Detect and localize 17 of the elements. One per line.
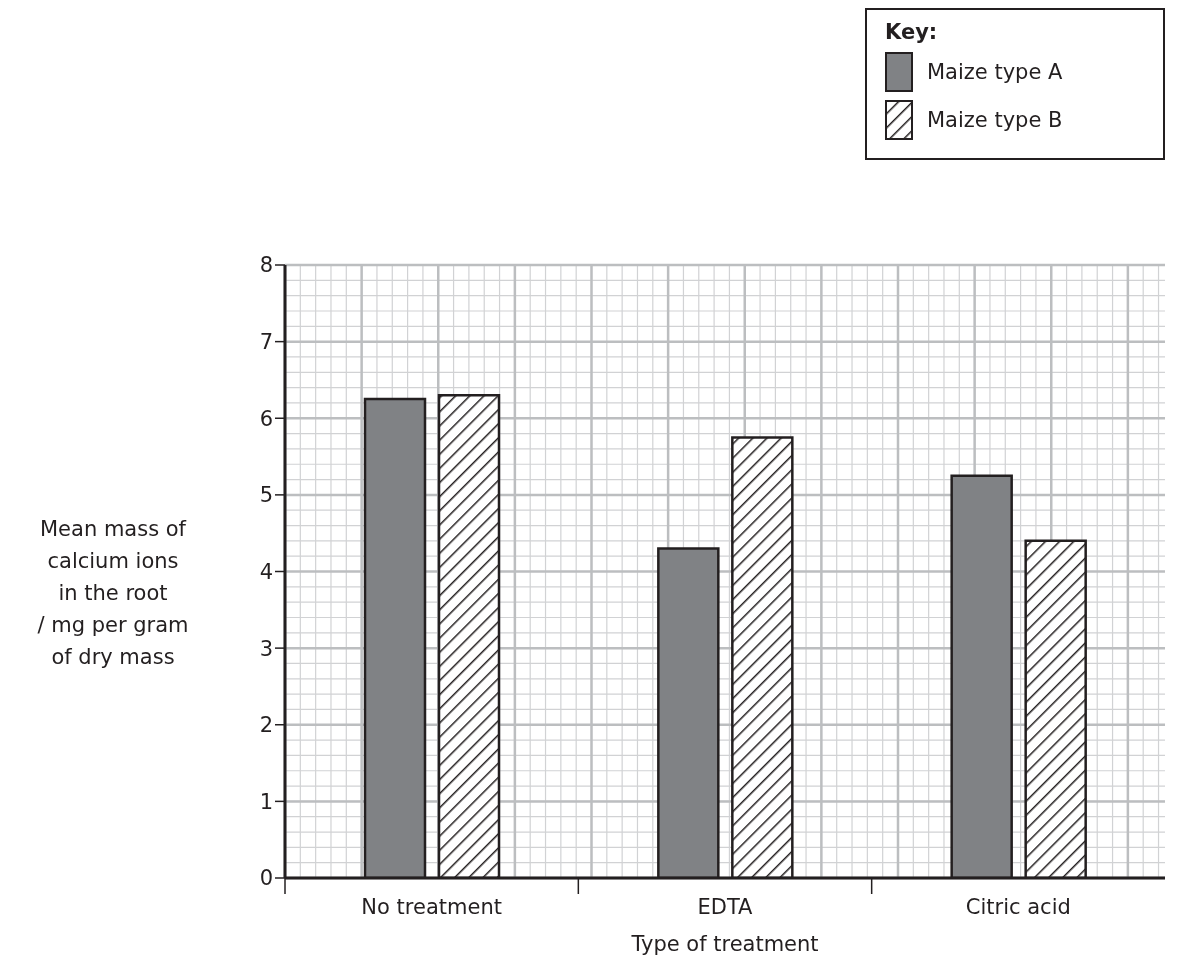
y-tick-label: 7 <box>259 330 273 355</box>
x-tick-label: Citric acid <box>965 895 1071 919</box>
x-tick-label: EDTA <box>697 895 754 919</box>
y-tick-label: 4 <box>259 559 273 584</box>
y-axis-title: Mean mass of calcium ions in the root / mg per gram of dry mass <box>36 516 190 671</box>
y-tick-label: 8 <box>259 253 273 278</box>
y-tick-label: 2 <box>259 713 273 738</box>
legend-label: Maize type A <box>927 60 1063 84</box>
y-tick-label: 6 <box>259 406 273 431</box>
y-tick-label: 0 <box>259 866 273 891</box>
y-tick-label: 1 <box>259 789 273 814</box>
x-axis-title: Type of treatment <box>630 932 820 956</box>
x-tick-label: No treatment <box>361 895 502 919</box>
legend-title: Key: <box>885 20 939 44</box>
legend-label: Maize type B <box>927 108 1063 132</box>
y-tick-label: 5 <box>259 483 273 508</box>
y-tick-label: 3 <box>259 636 273 661</box>
